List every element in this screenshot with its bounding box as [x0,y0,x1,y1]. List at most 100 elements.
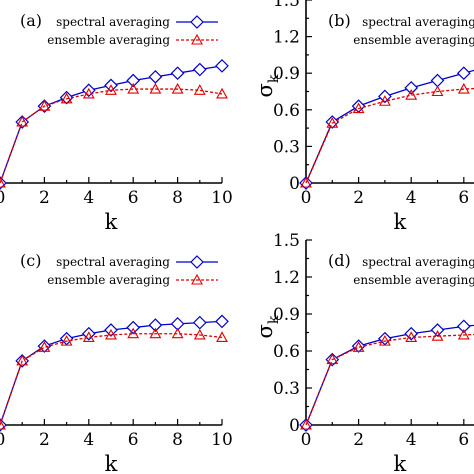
data-point-diamond [456,319,471,334]
x-tick-label: 8 [172,188,183,208]
y-tick-label: 0 [289,174,300,194]
y-tick-label: 1.2 [273,268,300,288]
legend: spectral averaging ensemble averaging [47,15,218,47]
data-point-triangle [193,84,206,95]
panel-label: (c) [20,251,41,270]
legend-label: spectral averaging [362,15,474,29]
x-tick-label: 6 [458,430,469,450]
x-tick-label: 0 [301,430,312,450]
data-point-triangle [326,117,339,128]
data-point-triangle [127,82,140,94]
legend: spectral averaging ensemble averaging [353,15,474,47]
y-axis-title-main: σ [253,324,277,338]
x-tick-label: 6 [128,430,139,450]
data-point-triangle [171,82,184,94]
data-point-diamond [456,66,471,81]
panel-label: (b) [328,11,351,30]
data-point-diamond [126,320,141,335]
data-point-triangle [105,328,117,340]
panel-label: (a) [20,11,42,30]
data-point-triangle [60,92,73,104]
data-point-diamond [215,59,229,73]
data-point-triangle [300,176,312,188]
x-tick-label: 0 [0,430,5,450]
x-tick-label: 2 [39,188,50,208]
data-point-triangle [149,327,162,339]
y-tick-label: 0.3 [273,137,300,157]
data-point-triangle [457,328,470,340]
data-point-triangle [352,341,365,352]
y-tick-label: 0 [289,416,300,436]
data-point-diamond [192,315,207,330]
legend: spectral averaging ensemble averaging [47,255,218,287]
x-tick-label: 4 [83,188,94,208]
data-point-diamond [215,314,229,329]
data-point-diamond [170,317,185,331]
legend-label: ensemble averaging [353,273,474,287]
data-point-triangle [378,95,391,106]
y-tick-label: 0.9 [273,64,300,84]
x-axis-title: k [394,452,407,474]
data-point-triangle [171,327,184,339]
chart-panel-a: 0 2 4 6 8 10 k (a) spectral averaging ensemble av… [0,11,233,234]
legend-label: spectral averaging [56,255,170,269]
y-tick-label: 1.5 [273,231,300,251]
x-tick-label: 4 [406,188,417,208]
data-point-triangle [326,353,339,365]
data-point-diamond [430,73,445,88]
x-tick-label: 4 [406,430,417,450]
data-point-diamond [15,115,30,129]
data-point-triangle [149,82,162,94]
data-point-triangle [405,89,418,100]
series-line-ensemble [305,333,474,426]
data-point-triangle [378,335,391,346]
x-tick-label: 0 [301,188,312,208]
data-point-triangle [82,331,95,342]
x-tick-label: 2 [353,188,364,208]
y-tick-label: 1.5 [273,0,300,11]
data-point-triangle [216,331,228,342]
legend-label: spectral averaging [56,15,170,29]
y-tick-label: 0.6 [273,101,300,121]
data-point-triangle [16,354,29,366]
y-tick-label: 0.3 [273,379,300,399]
legend-label: ensemble averaging [47,273,170,287]
data-point-diamond [81,83,96,98]
y-axis-title-sub: k [266,74,282,83]
legend-label: ensemble averaging [47,33,170,47]
x-tick-label: 2 [353,430,364,450]
y-tick-label: 0.6 [273,342,300,362]
series-line-ensemble [0,88,223,184]
x-tick-label: 10 [211,188,233,208]
legend-marker [191,33,203,45]
data-point-diamond [148,70,163,84]
data-point-diamond [126,73,141,88]
y-axis-title-main: σ [253,83,277,97]
x-axis-title: k [105,210,118,234]
data-point-triangle [352,102,365,114]
series-line-ensemble [305,87,474,184]
legend-marker [190,15,204,29]
series-line-spectral [0,320,223,426]
x-tick-label: 10 [211,430,233,450]
data-point-diamond [148,318,163,332]
legend: spectral averaging ensemble averaging [353,255,474,287]
data-point-triangle [127,327,140,339]
data-point-triangle [216,87,228,99]
legend-label: ensemble averaging [353,33,474,47]
data-point-diamond [59,90,74,105]
data-point-diamond [430,323,445,337]
data-point-triangle [105,84,117,95]
y-tick-label: 1.2 [273,28,300,48]
data-point-triangle [82,87,95,99]
data-point-triangle [431,330,444,341]
legend-marker [190,255,204,269]
data-point-triangle [60,335,73,346]
data-point-triangle [457,82,470,94]
data-point-diamond [192,62,207,77]
data-point-diamond [170,66,185,81]
x-axis-title: k [105,452,118,474]
